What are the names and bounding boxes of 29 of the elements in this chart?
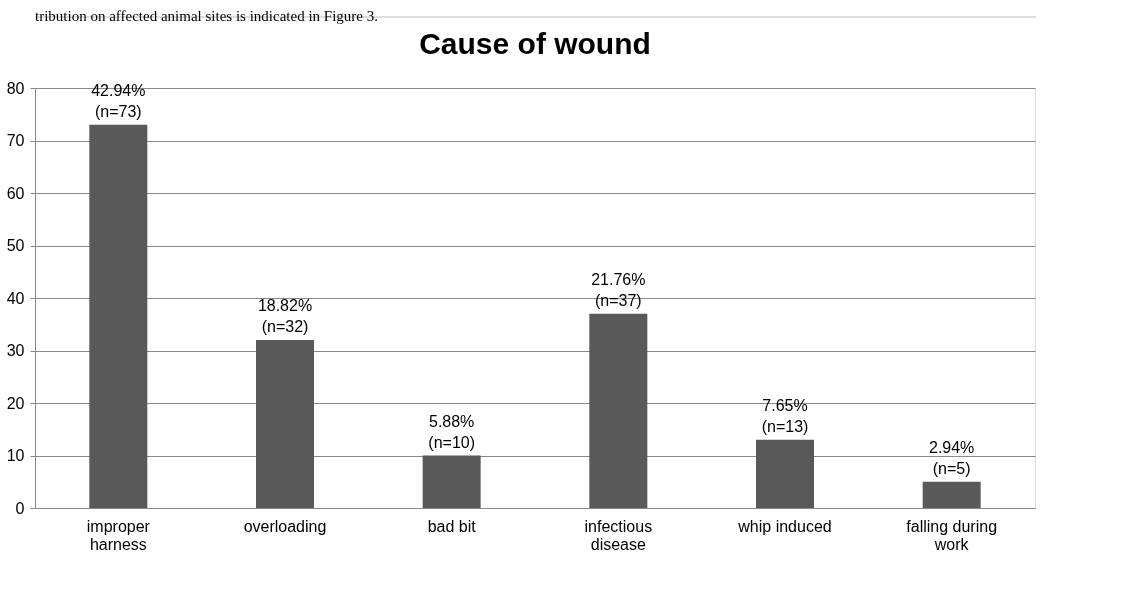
bar xyxy=(422,455,481,508)
data-label: 42.94% (n=73) xyxy=(91,81,146,120)
y-tick-label: 20 xyxy=(6,394,25,412)
y-tick-label: 0 xyxy=(15,499,25,517)
data-label: 7.65% (n=13) xyxy=(761,396,809,435)
x-tick-label: whip induced xyxy=(737,517,832,535)
bar xyxy=(922,481,981,508)
bar xyxy=(589,313,648,508)
y-tick-label: 40 xyxy=(6,289,25,307)
data-label: 21.76% (n=37) xyxy=(591,270,646,309)
x-tick-label: falling during work xyxy=(906,517,998,553)
y-tick-label: 70 xyxy=(6,132,25,149)
x-tick-label: improper harness xyxy=(86,517,151,553)
y-tick-label: 30 xyxy=(6,342,25,359)
y-tick-label: 80 xyxy=(6,79,25,97)
bar xyxy=(89,124,148,508)
y-tick-label: 50 xyxy=(6,237,25,254)
data-label: 18.82% (n=32) xyxy=(257,297,313,335)
data-label: 2.94% (n=5) xyxy=(928,438,975,477)
y-tick-label: 60 xyxy=(6,184,25,202)
y-tick-label: 10 xyxy=(6,447,25,464)
bar xyxy=(256,340,314,508)
x-tick-label: infectious disease xyxy=(584,517,653,553)
text: tribution on affected animal sites is indicated in Figure 3. xyxy=(35,8,378,24)
chart-title: Cause of wound xyxy=(419,27,651,60)
x-tick-label: bad bit xyxy=(427,517,477,535)
data-label: 5.88% (n=10) xyxy=(428,412,476,451)
bar xyxy=(756,439,814,508)
x-tick-label: overloading xyxy=(243,517,327,535)
